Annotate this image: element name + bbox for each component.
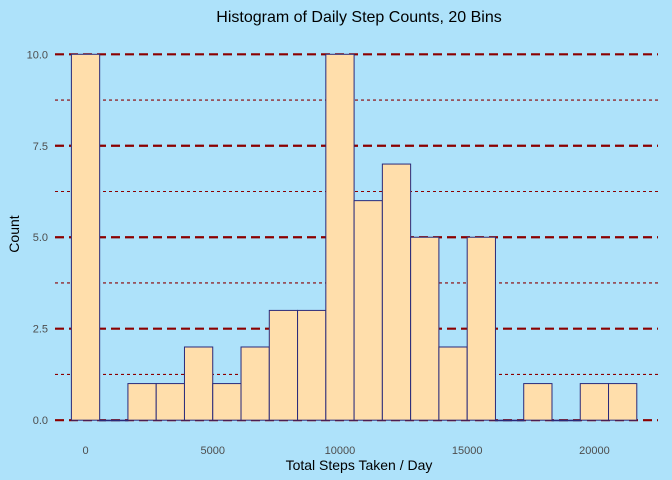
histogram-bar [438, 346, 468, 421]
histogram-bar [381, 163, 412, 421]
histogram-bar [240, 346, 270, 421]
histogram-bar [608, 383, 638, 421]
x-tick-label: 20000 [579, 445, 610, 457]
x-tick-label: 15000 [452, 445, 483, 457]
histogram-bar [70, 53, 101, 421]
histogram-bar [155, 383, 185, 421]
histogram-bar [183, 346, 214, 421]
histogram-bar [212, 383, 242, 421]
histogram-bar [325, 53, 355, 421]
y-tick-label: 10.0 [27, 49, 48, 61]
histogram-bar [466, 236, 496, 421]
histogram-bar [579, 383, 610, 421]
histogram-bar [551, 419, 581, 422]
bar-layer [70, 53, 638, 422]
x-tick-label: 0 [82, 445, 88, 457]
x-tick-label: 5000 [201, 445, 225, 457]
x-tick-label: 10000 [325, 445, 356, 457]
x-axis: 0 5000 10000 15000 20000 [82, 445, 609, 457]
x-axis-title: Total Steps Taken / Day [286, 457, 433, 473]
histogram-bar [268, 309, 299, 421]
histogram-bar [494, 419, 525, 422]
y-axis: 0.0 2.5 5.0 7.5 10.0 [27, 49, 48, 427]
y-tick-label: 7.5 [33, 141, 48, 153]
histogram-bar [353, 200, 383, 421]
histogram-bar [410, 236, 440, 421]
chart-title: Histogram of Daily Step Counts, 20 Bins [216, 9, 501, 26]
y-tick-label: 5.0 [33, 232, 48, 244]
y-axis-title: Count [6, 215, 22, 252]
histogram-bar [127, 383, 157, 421]
y-tick-label: 0.0 [33, 415, 48, 427]
histogram-bar [523, 383, 553, 421]
histogram-bar [99, 419, 129, 422]
y-tick-label: 2.5 [33, 324, 48, 336]
histogram-bar [297, 309, 327, 421]
